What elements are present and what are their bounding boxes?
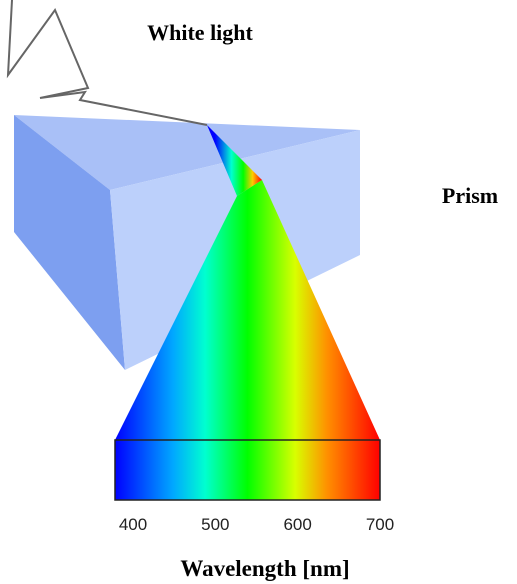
white-light-label: White light — [147, 20, 253, 45]
tick-label: 700 — [366, 515, 394, 534]
prism-left — [14, 115, 125, 370]
tick-label: 400 — [119, 515, 147, 534]
axis-label: Wavelength [nm] — [180, 556, 349, 581]
tick-labels: 400 500 600 700 — [119, 515, 394, 534]
prism-label: Prism — [442, 183, 498, 208]
tick-label: 500 — [201, 515, 229, 534]
tick-label: 600 — [283, 515, 311, 534]
white-light-ray — [6, 0, 208, 126]
spectrum-fan — [115, 180, 380, 440]
prism-top — [14, 115, 360, 190]
spectrum-bar — [114, 439, 381, 501]
refracted-beam — [207, 125, 262, 196]
